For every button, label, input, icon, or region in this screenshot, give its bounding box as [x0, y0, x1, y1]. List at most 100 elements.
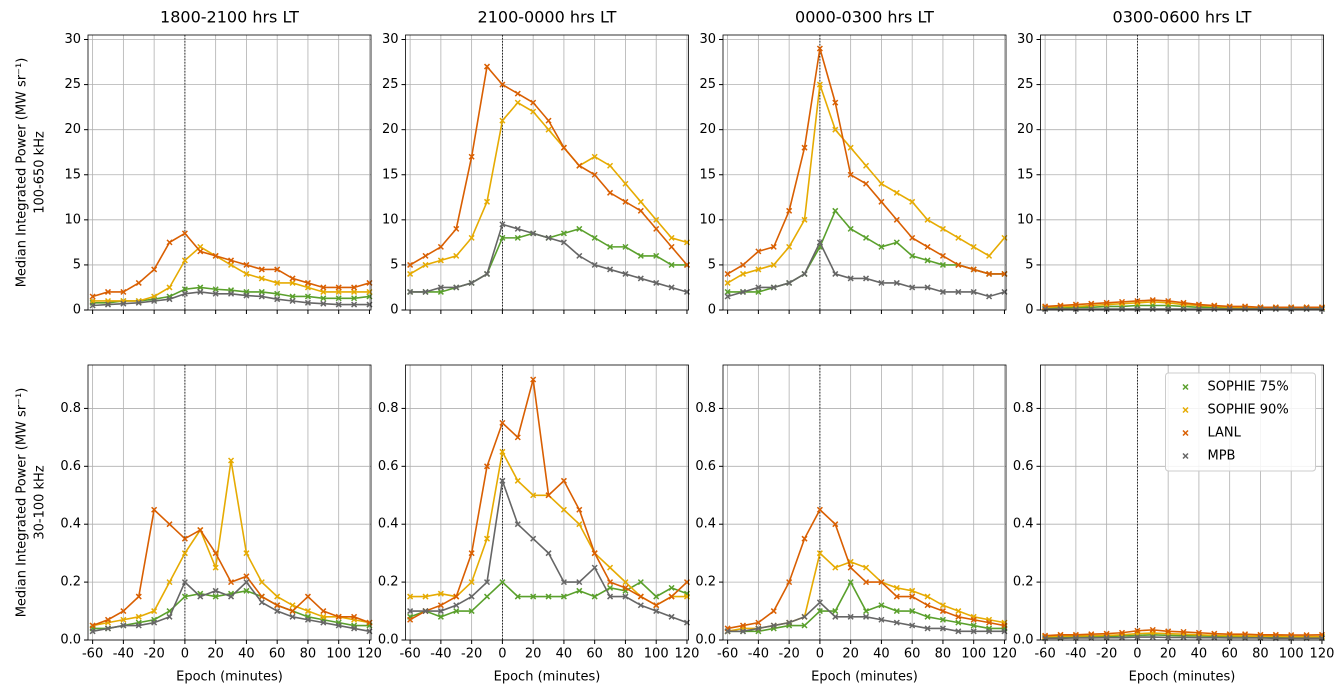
data-point	[181, 290, 188, 297]
x-tick-label: -60	[1034, 647, 1055, 662]
y-tick-label: 0	[708, 303, 716, 318]
data-point	[893, 189, 900, 196]
data-point	[832, 564, 839, 571]
data-point	[1103, 299, 1110, 306]
data-point	[878, 616, 885, 623]
y-tick-label: 25	[382, 77, 399, 92]
data-point	[801, 613, 808, 620]
data-point	[407, 616, 414, 623]
data-point	[545, 126, 552, 133]
data-point	[1180, 299, 1187, 306]
y-tick-label: 5	[708, 257, 716, 272]
data-point	[483, 198, 491, 205]
data-point	[1134, 634, 1141, 641]
x-tick-label: 60	[269, 647, 286, 662]
data-point	[422, 608, 429, 615]
x-tick-label: 0	[1133, 647, 1141, 662]
data-point	[1149, 306, 1156, 313]
data-point	[739, 288, 747, 295]
data-point	[89, 302, 96, 309]
data-point	[668, 234, 675, 241]
data-point	[1211, 306, 1218, 313]
data-point	[545, 117, 552, 124]
data-point	[197, 248, 204, 255]
data-point	[786, 243, 793, 250]
data-point	[422, 593, 429, 600]
data-point	[304, 616, 311, 623]
data-point	[422, 261, 429, 268]
data-point	[847, 144, 854, 151]
data-point	[407, 593, 414, 600]
data-point	[468, 579, 475, 586]
data-point	[1165, 634, 1172, 641]
data-point	[181, 550, 188, 557]
data-point	[468, 153, 475, 160]
data-point	[576, 162, 583, 169]
x-tick-label: 100	[326, 647, 351, 662]
data-point	[181, 286, 188, 293]
data-point	[863, 608, 870, 615]
data-point	[637, 275, 644, 282]
data-point	[939, 225, 946, 232]
data-point	[1149, 297, 1156, 304]
data-point	[755, 248, 762, 255]
data-point	[166, 521, 173, 528]
data-point	[770, 261, 777, 268]
plot-frame	[87, 364, 372, 641]
y-tick-label: 10	[699, 212, 716, 227]
data-point	[893, 584, 900, 591]
data-point	[1242, 306, 1249, 313]
data-point	[739, 261, 747, 268]
data-point	[545, 234, 552, 241]
data-point	[514, 99, 521, 106]
data-point	[228, 457, 235, 464]
data-point	[304, 284, 311, 291]
data-point	[499, 221, 506, 228]
data-point	[422, 252, 429, 259]
y-tick-label: 0	[1025, 303, 1033, 318]
data-point	[668, 243, 675, 250]
data-point	[89, 297, 96, 305]
data-point	[668, 593, 675, 600]
data-point	[986, 252, 993, 259]
data-point	[955, 608, 962, 615]
data-point	[653, 279, 660, 286]
data-point	[212, 550, 219, 557]
x-tick-label: -20	[779, 647, 800, 662]
data-point	[847, 275, 854, 282]
data-point	[955, 288, 962, 295]
data-point	[832, 608, 839, 615]
data-point	[289, 608, 296, 615]
data-point	[786, 207, 793, 214]
data-point	[437, 602, 444, 609]
data-point	[437, 288, 444, 295]
data-point	[212, 252, 219, 259]
data-point	[786, 619, 793, 626]
data-point	[770, 243, 777, 250]
data-point	[909, 234, 916, 241]
data-point	[453, 602, 460, 609]
y-tick-label: 0.8	[1013, 401, 1034, 416]
data-point	[909, 198, 916, 205]
data-point	[637, 579, 644, 586]
data-point	[468, 279, 475, 286]
data-point	[483, 579, 491, 586]
data-point	[939, 252, 946, 259]
data-point	[1180, 634, 1187, 641]
y-tick-label: 25	[1017, 77, 1034, 92]
data-point	[243, 587, 250, 594]
data-point	[197, 288, 204, 295]
y-tick-label: 20	[1017, 122, 1034, 137]
data-point	[120, 616, 127, 623]
data-point	[104, 288, 112, 295]
x-axis-label: Epoch (minutes)	[1129, 670, 1236, 685]
data-point	[739, 622, 747, 629]
y-tick-label: 0.8	[60, 401, 81, 416]
data-point	[939, 288, 946, 295]
data-point	[181, 593, 188, 600]
data-point	[351, 288, 358, 295]
data-point	[258, 275, 265, 282]
y-tick-label: 0.2	[378, 575, 399, 590]
data-point	[832, 521, 839, 528]
data-point	[351, 295, 358, 302]
